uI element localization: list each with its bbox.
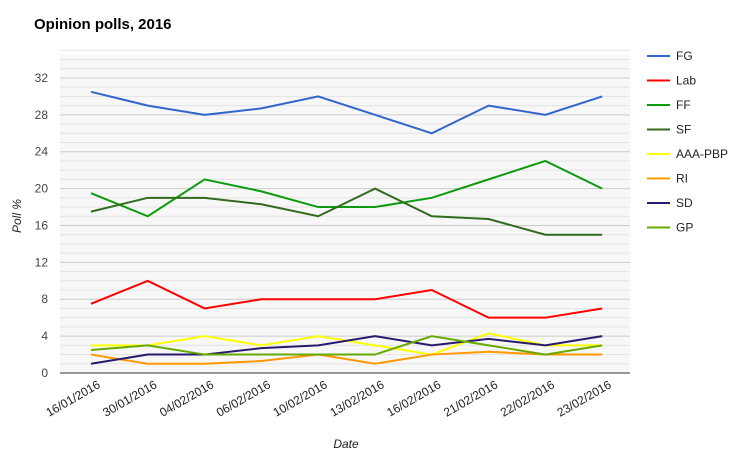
legend-label: RI [676,172,688,186]
y-axis-label: Poll % [10,199,24,233]
plot-background [60,55,630,373]
x-tick-label: 10/02/2016 [271,377,330,419]
y-tick-label: 0 [41,366,48,380]
series-line-sd [90,335,603,365]
y-tick-label: 32 [35,71,49,85]
legend-label: FF [676,98,691,112]
legend-label: SD [676,196,693,210]
legend-label: FG [676,49,693,63]
x-tick-label: 04/02/2016 [157,377,216,419]
x-tick-label: 23/02/2016 [555,377,614,419]
x-tick-label: 22/02/2016 [498,377,557,419]
chart-title: Opinion polls, 2016 [34,16,172,33]
series-line-ri [90,350,603,365]
legend-label: GP [676,221,693,235]
x-tick-label: 13/02/2016 [327,377,386,419]
y-tick-label: 8 [41,292,48,306]
legend-label: Lab [676,74,696,88]
y-tick-label: 20 [35,182,49,196]
x-tick-label: 16/01/2016 [43,377,102,419]
y-tick-label: 4 [41,329,48,343]
series-line-lab [90,279,603,319]
series-line-fg [90,90,603,135]
legend-label: SF [676,123,691,137]
y-tick-label: 24 [35,145,49,159]
series-line-sf [90,187,603,236]
y-tick-label: 12 [35,255,49,269]
x-tick-label: 06/02/2016 [214,377,273,419]
legend-label: AAA-PBP [676,147,728,161]
series-line-gp [90,335,603,356]
x-tick-label: 21/02/2016 [441,377,500,419]
y-tick-label: 28 [35,108,49,122]
y-tick-label: 16 [35,218,49,232]
x-axis-label: Date [333,437,359,451]
x-tick-label: 30/01/2016 [100,377,159,419]
x-tick-label: 16/02/2016 [384,377,443,419]
